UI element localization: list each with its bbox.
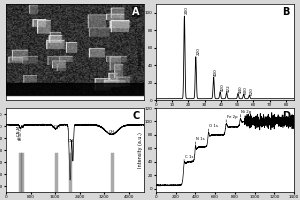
Text: Fe 2p: Fe 2p [227, 115, 237, 119]
Bar [6, 83, 144, 95]
Y-axis label: Intensity (a.u.): Intensity (a.u.) [138, 132, 143, 168]
Text: CN: CN [68, 139, 73, 143]
Text: N 1s: N 1s [196, 137, 205, 141]
Text: 400: 400 [214, 68, 218, 76]
Text: 620: 620 [250, 87, 254, 95]
Text: 420: 420 [220, 84, 225, 91]
Text: Ni 2p: Ni 2p [241, 110, 251, 114]
Text: Fe(II)-C: Fe(II)-C [19, 126, 23, 140]
Text: 422: 422 [227, 84, 231, 92]
Text: C 1s: C 1s [184, 155, 193, 159]
Text: OH: OH [109, 130, 115, 134]
X-axis label: 2θ (degree): 2θ (degree) [211, 109, 239, 114]
Text: B: B [283, 7, 290, 17]
Text: A: A [132, 7, 140, 17]
Text: HOH: HOH [51, 125, 60, 129]
Text: μ-CN-M: μ-CN-M [17, 124, 21, 139]
Text: 440: 440 [238, 85, 242, 93]
Text: D: D [282, 111, 290, 121]
Y-axis label: Intensity (a.u.): Intensity (a.u.) [138, 34, 143, 70]
Text: 200: 200 [185, 7, 189, 14]
Text: C: C [133, 111, 140, 121]
Text: 220: 220 [196, 48, 200, 55]
Text: O 1s: O 1s [209, 124, 218, 128]
Text: 600: 600 [244, 86, 248, 94]
